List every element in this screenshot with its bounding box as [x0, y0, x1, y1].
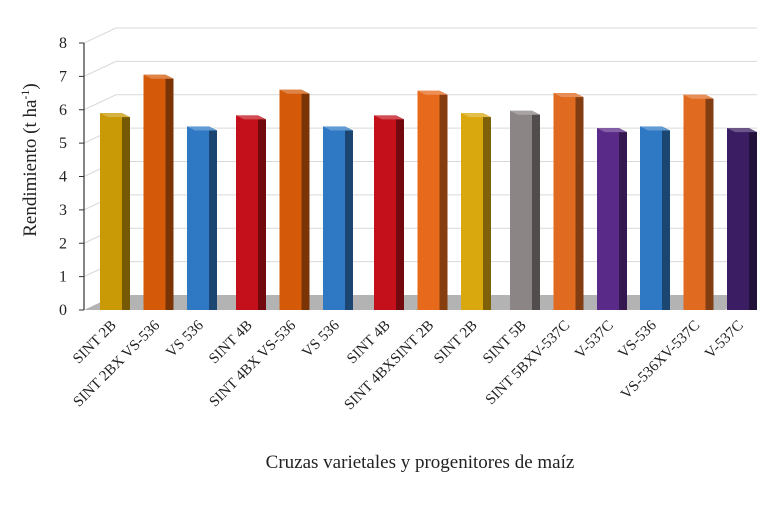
- category-label: VS-536XV-537C: [618, 318, 703, 403]
- bar-front: [143, 74, 166, 310]
- bar-front: [100, 113, 122, 311]
- bar-top: [236, 115, 266, 120]
- bar-top: [187, 126, 217, 131]
- bar-side: [532, 110, 540, 310]
- bar: [279, 89, 310, 310]
- bar-top: [417, 90, 448, 95]
- y-axis-title-main: Rendimiento (t ha: [20, 99, 41, 237]
- y-tick-label: 8: [59, 35, 67, 52]
- bar-front: [417, 90, 440, 310]
- gridline: [83, 60, 757, 77]
- y-tick-label: 3: [59, 202, 67, 219]
- bar: [510, 110, 540, 310]
- y-axis-title-end: ): [20, 83, 41, 89]
- bar-side: [209, 126, 217, 310]
- bar-top: [640, 126, 670, 131]
- bar: [236, 115, 266, 310]
- category-label: SINT 5BXV-537C: [483, 318, 574, 409]
- bar-front: [236, 115, 258, 310]
- bar-side: [301, 89, 310, 310]
- bar-top: [510, 110, 540, 115]
- bar-top: [683, 94, 714, 99]
- bar-front: [510, 110, 532, 310]
- bar-top: [100, 113, 130, 118]
- y-tick-label: 5: [59, 135, 67, 152]
- bar-front: [461, 113, 483, 311]
- bar-top: [597, 128, 627, 133]
- bar-side: [122, 113, 130, 311]
- y-tick-label: 1: [59, 269, 67, 286]
- bar-side: [345, 126, 353, 310]
- bar-side: [705, 94, 714, 310]
- category-label: V-537C: [572, 318, 617, 363]
- bar-front: [323, 126, 345, 310]
- y-axis-title: Rendimiento (t ha-1): [18, 83, 41, 237]
- bars: [100, 74, 757, 311]
- x-axis-title: Cruzas varietales y progenitores de maíz: [266, 452, 575, 473]
- bar-front: [374, 115, 396, 310]
- bar: [143, 74, 174, 310]
- category-label: VS 536: [299, 317, 343, 361]
- y-axis-title-sup: -1: [18, 90, 32, 100]
- y-tick-label: 4: [59, 169, 67, 186]
- bar-side: [619, 128, 627, 310]
- bar-front: [640, 126, 662, 310]
- bar-side: [749, 128, 757, 310]
- category-label: V-537C: [702, 318, 747, 363]
- bar: [461, 113, 491, 311]
- bar: [640, 126, 670, 310]
- bar-side: [165, 74, 174, 310]
- bar-side: [258, 115, 266, 310]
- bar: [683, 94, 714, 310]
- bar: [553, 93, 584, 310]
- y-axis: 0 1 2 3 4 5 6 7 8: [59, 35, 85, 319]
- bar: [417, 90, 448, 310]
- bar-side: [662, 126, 670, 310]
- bar-front: [187, 126, 209, 310]
- bar: [374, 115, 404, 310]
- bar: [187, 126, 217, 310]
- gridline: [83, 27, 757, 44]
- y-tick-label: 7: [59, 68, 67, 85]
- y-tick-label: 0: [59, 302, 67, 319]
- bar-side: [483, 113, 491, 311]
- y-tick-label: 2: [59, 235, 67, 252]
- bar-side: [396, 115, 404, 310]
- category-label: SINT 2B: [431, 318, 481, 368]
- category-label: VS 536: [163, 317, 207, 361]
- bar-top: [279, 89, 310, 94]
- bar: [727, 128, 757, 310]
- bar-top: [143, 74, 174, 79]
- bar-top: [461, 113, 491, 118]
- bar-top: [323, 126, 353, 131]
- bar-top: [374, 115, 404, 120]
- bar-side: [439, 90, 448, 310]
- bar-top: [553, 93, 584, 98]
- bar-top: [727, 128, 757, 133]
- y-tick-label: 6: [59, 102, 67, 119]
- bar: [323, 126, 353, 310]
- bar-side: [575, 93, 584, 310]
- bar-front: [683, 94, 706, 310]
- gridline: [83, 94, 757, 111]
- bar-front: [597, 128, 619, 310]
- bar-front: [279, 89, 302, 310]
- bar-front: [727, 128, 749, 310]
- bar-front: [553, 93, 576, 310]
- bar: [100, 113, 130, 311]
- bar: [597, 128, 627, 310]
